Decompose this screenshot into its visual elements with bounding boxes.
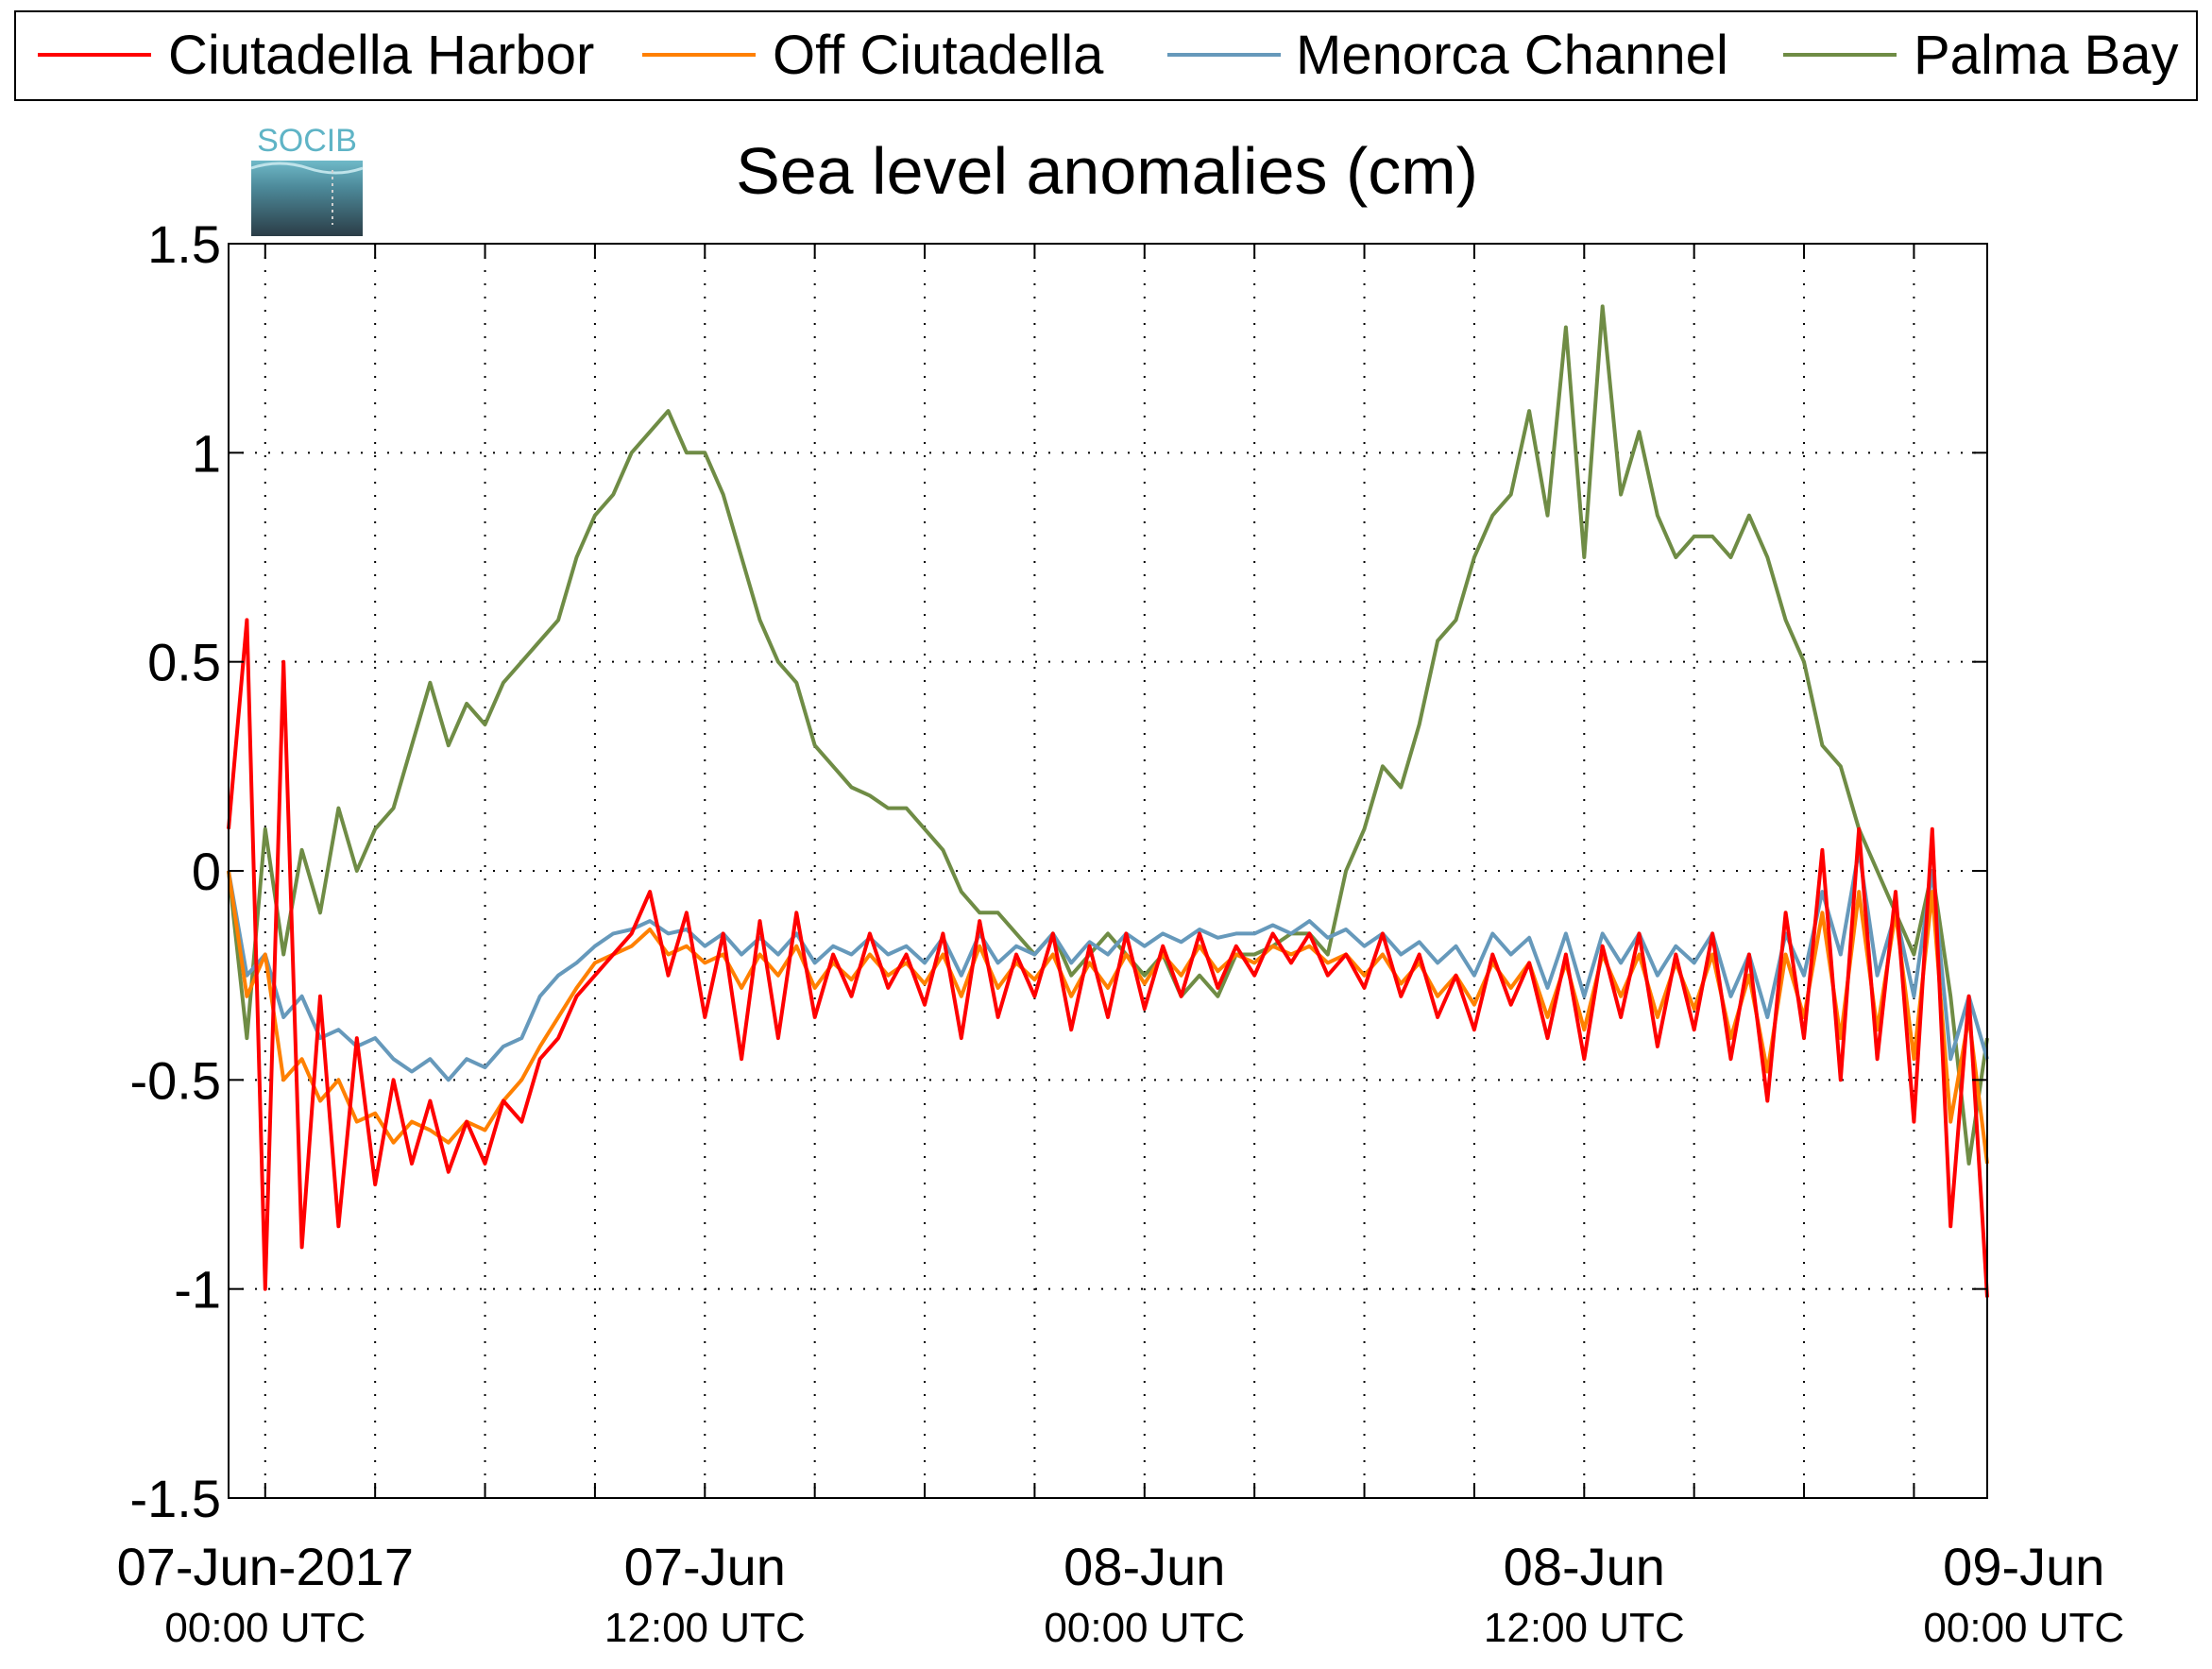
x-axis: 07-Jun-2017 00:00 UTC 07-Jun 12:00 UTC 08-Ju… <box>117 244 2124 1651</box>
socib-logo: SOCIB <box>250 123 364 236</box>
y-tick-label: -0.5 <box>130 1050 222 1110</box>
grid <box>229 244 1987 1498</box>
y-tick-label: -1.5 <box>130 1469 222 1528</box>
series-line-off-ciutadella <box>227 870 1989 1165</box>
data-series <box>227 304 1989 1298</box>
x-tick-label-date: 07-Jun <box>624 1537 786 1596</box>
y-axis: -1.5 -1 -0.5 0 0.5 1 1.5 <box>130 214 1987 1528</box>
chart-title: Sea level anomalies (cm) <box>736 134 1478 208</box>
legend-label-palma-bay: Palma Bay <box>1914 25 2178 86</box>
x-tick-label-date: 07-Jun-2017 <box>117 1537 414 1596</box>
y-tick-label: 0.5 <box>147 633 221 692</box>
y-tick-label: 0 <box>192 842 221 901</box>
y-tick-label: -1 <box>174 1260 221 1320</box>
x-tick-label-time: 12:00 UTC <box>1484 1605 1685 1651</box>
x-tick-label-time: 00:00 UTC <box>1044 1605 1245 1651</box>
x-tick-label-time: 00:00 UTC <box>164 1605 366 1651</box>
series-line-menorca-channel <box>227 847 1989 1082</box>
socib-logo-text: SOCIB <box>257 123 357 159</box>
legend-label-menorca-channel: Menorca Channel <box>1296 25 1728 86</box>
legend: Ciutadella Harbor Off Ciutadella Menorca… <box>14 10 2198 101</box>
series-line-palma-bay <box>227 304 1989 1166</box>
series-line-ciutadella-harbor <box>227 618 1989 1298</box>
x-tick-label-date: 09-Jun <box>1943 1537 2104 1596</box>
x-tick-label-date: 08-Jun <box>1063 1537 1225 1596</box>
socib-logo-wave <box>250 162 364 175</box>
x-tick-label-time: 12:00 UTC <box>604 1605 806 1651</box>
y-tick-label: 1 <box>192 423 221 483</box>
x-tick-label-date: 08-Jun <box>1504 1537 1665 1596</box>
x-tick-label-time: 00:00 UTC <box>1923 1605 2124 1651</box>
y-tick-label: 1.5 <box>147 214 221 274</box>
legend-label-off-ciutadella: Off Ciutadella <box>773 25 1104 86</box>
legend-label-ciutadella-harbor: Ciutadella Harbor <box>168 25 594 86</box>
